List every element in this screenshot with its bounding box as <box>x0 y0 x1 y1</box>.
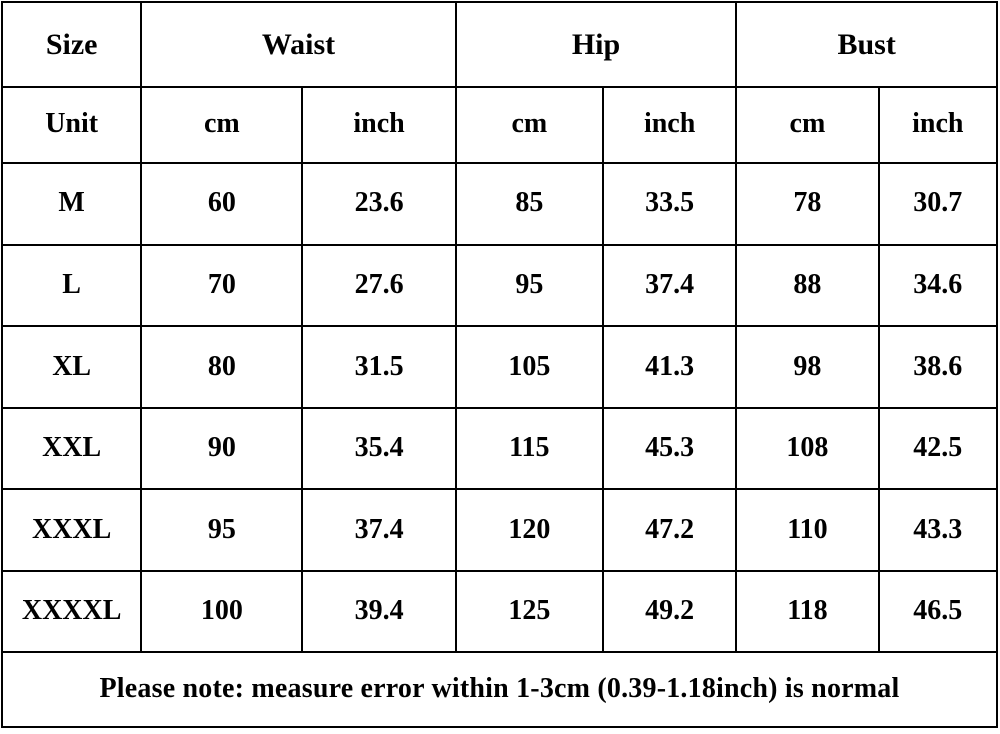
value-cell: 110 <box>735 488 880 572</box>
table-row: XXXL 95 37.4 120 47.2 110 43.3 <box>0 488 999 572</box>
size-cell: XL <box>0 325 143 409</box>
value-cell: 41.3 <box>601 325 738 409</box>
value-cell: 37.4 <box>601 243 738 328</box>
value-cell: 33.5 <box>601 162 738 246</box>
value-cell: 108 <box>735 406 880 491</box>
value-cell: 118 <box>735 569 880 654</box>
value-cell: 88 <box>735 243 880 328</box>
value-cell: 78 <box>735 162 880 246</box>
value-cell: 125 <box>454 569 604 654</box>
value-cell: 42.5 <box>877 406 999 491</box>
note-text: Please note: measure error within 1-3cm … <box>1 651 998 728</box>
value-cell: 115 <box>454 406 604 491</box>
value-cell: 34.6 <box>877 243 999 328</box>
value-cell: 30.7 <box>877 162 999 246</box>
hip-inch-unit-cell: inch <box>601 85 738 165</box>
size-header-cell: Size <box>0 1 143 88</box>
value-cell: 80 <box>140 325 304 409</box>
table-row: XXXXL 100 39.4 125 49.2 118 46.5 <box>0 569 999 654</box>
value-cell: 45.3 <box>601 406 738 491</box>
size-cell: L <box>0 243 143 328</box>
value-cell: 43.3 <box>877 488 999 572</box>
value-cell: 85 <box>454 162 604 246</box>
value-cell: 60 <box>140 162 304 246</box>
table-row: L 70 27.6 95 37.4 88 34.6 <box>0 243 999 328</box>
value-cell: 39.4 <box>301 569 457 654</box>
value-cell: 27.6 <box>301 243 457 328</box>
size-cell: XXXXL <box>0 569 143 654</box>
value-cell: 31.5 <box>301 325 457 409</box>
value-cell: 98 <box>735 325 880 409</box>
size-cell: M <box>0 162 143 246</box>
value-cell: 70 <box>140 243 304 328</box>
bust-inch-unit-cell: inch <box>877 85 999 165</box>
value-cell: 120 <box>454 488 604 572</box>
bust-header-cell: Bust <box>735 1 998 88</box>
hip-header-cell: Hip <box>454 1 738 88</box>
value-cell: 100 <box>140 569 304 654</box>
table-header-row: Size Waist Hip Bust <box>0 1 998 88</box>
value-cell: 49.2 <box>601 569 738 654</box>
waist-inch-unit-cell: inch <box>301 85 457 165</box>
size-cell: XXL <box>0 406 143 491</box>
unit-row: Unit cm inch cm inch cm inch <box>0 85 999 165</box>
table-row: M 60 23.6 85 33.5 78 30.7 <box>0 162 999 246</box>
value-cell: 105 <box>454 325 604 409</box>
waist-cm-unit-cell: cm <box>140 85 304 165</box>
bust-cm-unit-cell: cm <box>735 85 880 165</box>
value-cell: 95 <box>140 488 304 572</box>
value-cell: 35.4 <box>301 406 457 491</box>
value-cell: 46.5 <box>877 569 999 654</box>
unit-label-cell: Unit <box>0 85 143 165</box>
waist-header-cell: Waist <box>140 1 457 88</box>
value-cell: 90 <box>140 406 304 491</box>
value-cell: 23.6 <box>301 162 457 246</box>
value-cell: 38.6 <box>877 325 999 409</box>
note-row: Please note: measure error within 1-3cm … <box>1 651 998 728</box>
value-cell: 47.2 <box>601 488 738 572</box>
value-cell: 95 <box>454 243 604 328</box>
table-row: XXL 90 35.4 115 45.3 108 42.5 <box>0 406 999 491</box>
value-cell: 37.4 <box>301 488 457 572</box>
table-row: XL 80 31.5 105 41.3 98 38.6 <box>0 325 999 409</box>
hip-cm-unit-cell: cm <box>454 85 604 165</box>
size-cell: XXXL <box>0 488 143 572</box>
